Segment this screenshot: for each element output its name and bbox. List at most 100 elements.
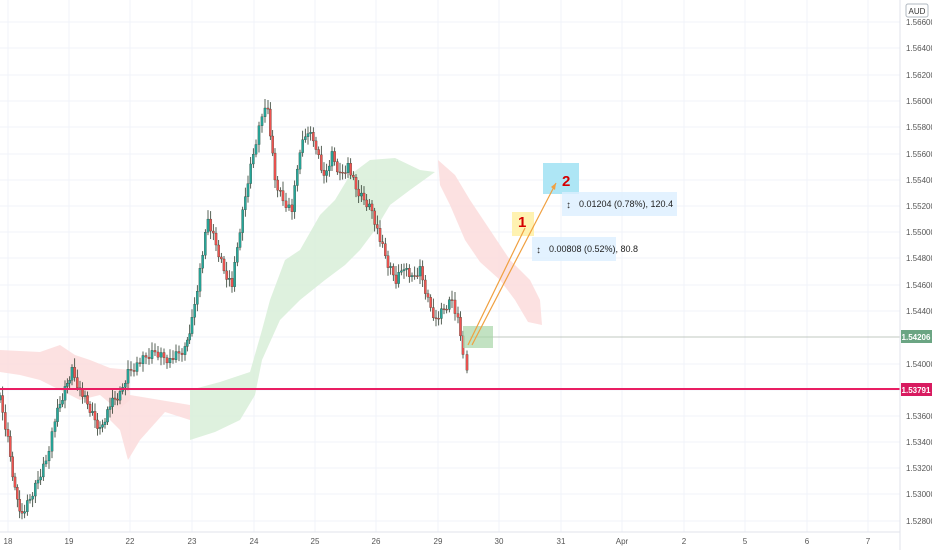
time-axis[interactable]: 18 19 22 23 24 25 26 29 30 31 Apr 2 5 6 7 <box>0 531 900 546</box>
candle-body <box>73 367 76 378</box>
candle-body <box>113 397 117 400</box>
candle-body <box>138 362 142 364</box>
projection-drawing[interactable]: 1 2 <box>463 163 579 348</box>
candle-body <box>111 397 114 407</box>
time-tick-label: Apr <box>616 537 629 546</box>
time-tick-label: 5 <box>743 537 748 546</box>
candle-body <box>252 154 255 165</box>
candle-body <box>346 163 350 173</box>
candle-body <box>135 362 139 372</box>
candle-body <box>212 230 215 234</box>
time-tick-label: 6 <box>805 537 810 546</box>
candle-body <box>453 299 457 314</box>
candle-body <box>171 358 175 360</box>
time-tick-label: 31 <box>557 537 566 546</box>
candle-body <box>177 351 181 354</box>
measure-label-2[interactable]: ↕ 0.01204 (0.78%), 120.4 <box>562 192 677 216</box>
candle-body <box>126 369 130 384</box>
candle-body <box>271 135 274 154</box>
measure-label-1[interactable]: ↕ 0.00808 (0.52%), 80.8 <box>532 237 638 261</box>
candle-body <box>365 199 368 208</box>
candle-body <box>416 275 419 277</box>
price-axis[interactable]: AUD 1.56600 1.56400 1.56200 1.56000 1.55800 1… <box>899 0 932 550</box>
entry-zone-box[interactable] <box>463 326 493 348</box>
candle-body <box>116 398 119 401</box>
candle-body <box>456 313 460 318</box>
projection-arrow-1[interactable] <box>467 227 526 346</box>
candle-body <box>96 419 99 429</box>
candle-body <box>386 255 390 268</box>
candle-body <box>254 144 258 155</box>
candle-body <box>306 133 310 137</box>
projection-arrow-2[interactable] <box>471 182 557 346</box>
chart-grid <box>0 0 900 532</box>
time-tick-label: 30 <box>495 537 504 546</box>
candle-body <box>217 244 220 258</box>
candle-body <box>118 391 122 401</box>
candle-body <box>9 436 12 457</box>
candle-body <box>448 299 451 310</box>
candle-body <box>408 268 411 277</box>
candle-body <box>228 278 231 280</box>
time-tick-label: 7 <box>866 537 871 546</box>
candle-body <box>266 107 270 110</box>
candle-body <box>39 476 42 481</box>
candle-body <box>238 232 242 248</box>
target2-box[interactable] <box>543 163 579 194</box>
candle-body <box>88 403 92 413</box>
candle-body <box>186 339 189 347</box>
candle-body <box>50 431 54 452</box>
candle-body <box>4 412 7 430</box>
candle-body <box>66 383 69 387</box>
candle-body <box>344 172 347 174</box>
candle-body <box>424 279 427 294</box>
candle-body <box>153 350 157 353</box>
candle-body <box>16 487 19 500</box>
candle-body <box>317 149 320 156</box>
candlestick-series[interactable] <box>0 99 469 520</box>
candle-body <box>284 200 288 208</box>
price-tick-label: 1.56000 <box>906 97 932 106</box>
candle-body <box>196 291 199 305</box>
price-tick-label: 1.54600 <box>906 281 932 290</box>
candle-body <box>328 165 331 171</box>
candle-body <box>144 355 148 358</box>
candle-body <box>20 511 24 514</box>
candle-body <box>279 190 282 192</box>
time-tick-label: 18 <box>4 537 13 546</box>
candle-body <box>103 421 107 425</box>
time-tick-label: 2 <box>682 537 687 546</box>
candle-body <box>309 132 312 134</box>
time-tick-label: 23 <box>188 537 197 546</box>
target1-label: 1 <box>518 214 526 231</box>
candle-body <box>162 352 166 358</box>
ichimoku-cloud <box>0 158 542 460</box>
current-price-badge <box>901 330 932 343</box>
candle-body <box>389 266 392 268</box>
candle-body <box>405 268 408 270</box>
candle-body <box>108 406 112 410</box>
target1-box[interactable] <box>512 212 534 236</box>
candle-body <box>201 254 204 269</box>
candle-body <box>106 409 109 423</box>
candle-body <box>429 297 432 308</box>
candle-body <box>198 268 202 292</box>
candle-body <box>58 403 62 409</box>
candle-body <box>222 258 226 272</box>
currency-label: AUD <box>909 7 926 16</box>
candle-body <box>23 511 26 514</box>
candle-body <box>445 308 448 311</box>
time-tick-label: 25 <box>311 537 320 546</box>
candle-body <box>362 192 366 201</box>
price-tick-label: 1.54000 <box>906 360 932 369</box>
candle-body <box>28 498 32 501</box>
candle-body <box>63 386 67 401</box>
candle-body <box>156 351 160 358</box>
candle-body <box>214 232 218 246</box>
candle-body <box>188 333 191 341</box>
candle-body <box>360 192 363 197</box>
candle-body <box>129 369 133 371</box>
candle-body <box>263 107 267 117</box>
